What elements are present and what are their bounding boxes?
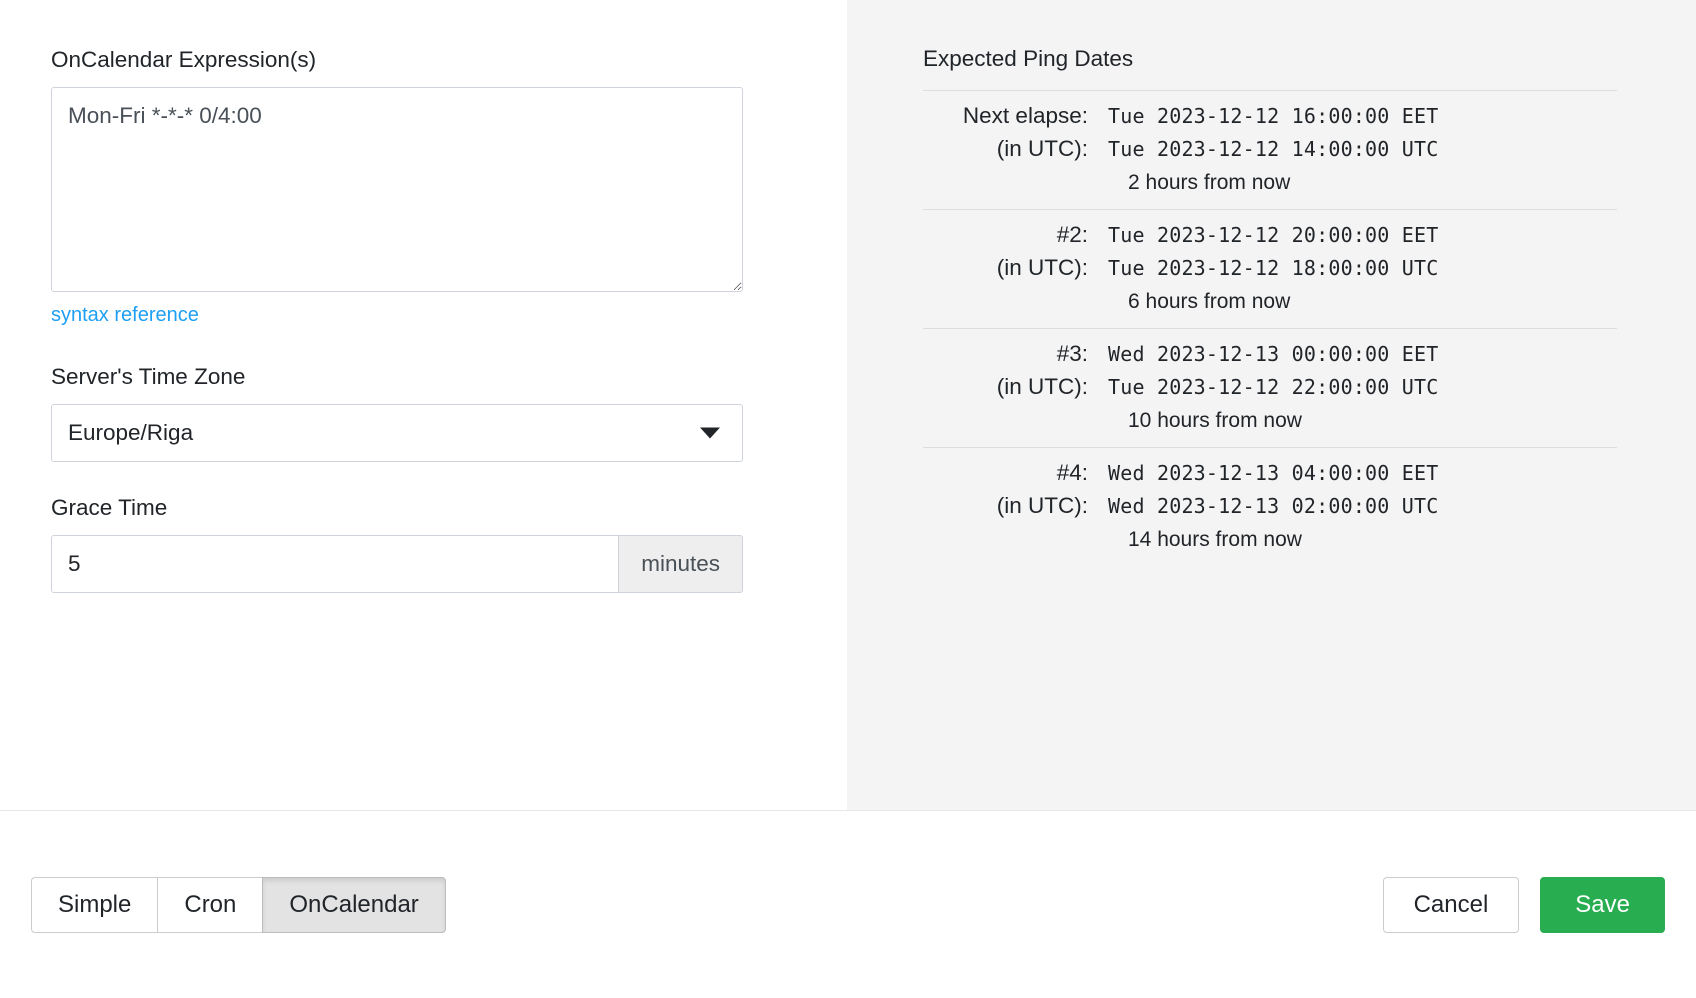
modal-body: OnCalendar Expression(s) syntax referenc… <box>0 0 1696 810</box>
schedule-mode-button-group: Simple Cron OnCalendar <box>31 876 446 933</box>
footer-actions: Cancel Save <box>1382 876 1665 933</box>
ping-local-line: #3: Wed 2023-12-13 00:00:00 EET <box>923 341 1617 367</box>
ping-local-line: #2: Tue 2023-12-12 20:00:00 EET <box>923 222 1617 248</box>
ping-date-row: Next elapse: Tue 2023-12-12 16:00:00 EET… <box>923 90 1617 209</box>
ping-relative-time: 2 hours from now <box>1128 171 1291 194</box>
ping-utc-key: (in UTC): <box>996 255 1088 280</box>
ping-relative-time: 6 hours from now <box>1128 290 1291 313</box>
ping-date-row: #2: Tue 2023-12-12 20:00:00 EET (in UTC)… <box>923 209 1617 328</box>
spacer <box>51 462 795 494</box>
modal-footer: Simple Cron OnCalendar Cancel Save <box>0 810 1696 998</box>
ping-utc-key: (in UTC): <box>996 374 1088 399</box>
cancel-button[interactable]: Cancel <box>1382 876 1520 933</box>
server-timezone-label: Server's Time Zone <box>51 364 246 389</box>
grace-time-input[interactable] <box>51 535 619 593</box>
ping-utc-key: (in UTC): <box>996 493 1088 518</box>
ping-utc-datetime: Tue 2023-12-12 14:00:00 UTC <box>1108 137 1439 161</box>
server-timezone-select[interactable]: Europe/Riga <box>51 404 743 462</box>
ping-relative-time: 14 hours from now <box>1128 528 1302 551</box>
grace-time-unit-addon: minutes <box>618 535 743 593</box>
ping-utc-line: (in UTC): Wed 2023-12-13 02:00:00 UTC <box>923 493 1617 519</box>
ping-utc-key: (in UTC): <box>996 136 1088 161</box>
mode-button-oncalendar[interactable]: OnCalendar <box>262 876 446 933</box>
spacer <box>51 327 795 363</box>
oncalendar-expression-label: OnCalendar Expression(s) <box>51 47 317 72</box>
ping-dates-list: Next elapse: Tue 2023-12-12 16:00:00 EET… <box>923 90 1617 566</box>
save-button[interactable]: Save <box>1540 876 1665 933</box>
ping-row-key: #4: <box>1056 460 1088 485</box>
grace-time-label: Grace Time <box>51 495 168 520</box>
ping-utc-datetime: Tue 2023-12-12 22:00:00 UTC <box>1108 375 1439 399</box>
ping-row-key: #2: <box>1056 222 1088 247</box>
ping-local-datetime: Tue 2023-12-12 16:00:00 EET <box>1108 104 1439 128</box>
ping-utc-line: (in UTC): Tue 2023-12-12 18:00:00 UTC <box>923 255 1617 281</box>
ping-date-row: #4: Wed 2023-12-13 04:00:00 EET (in UTC)… <box>923 447 1617 566</box>
expected-ping-dates-pane: Expected Ping Dates Next elapse: Tue 202… <box>847 0 1696 810</box>
ping-utc-datetime: Tue 2023-12-12 18:00:00 UTC <box>1108 256 1439 280</box>
expected-ping-dates-title: Expected Ping Dates <box>923 46 1134 71</box>
mode-button-simple[interactable]: Simple <box>31 876 158 933</box>
ping-utc-line: (in UTC): Tue 2023-12-12 22:00:00 UTC <box>923 374 1617 400</box>
grace-time-input-group: minutes <box>51 535 743 593</box>
ping-local-datetime: Wed 2023-12-13 04:00:00 EET <box>1108 461 1439 485</box>
ping-row-key: Next elapse: <box>962 103 1088 128</box>
ping-utc-line: (in UTC): Tue 2023-12-12 14:00:00 UTC <box>923 136 1617 162</box>
ping-local-datetime: Wed 2023-12-13 00:00:00 EET <box>1108 342 1439 366</box>
oncalendar-expression-textarea[interactable] <box>51 87 743 292</box>
chevron-down-icon <box>700 427 720 439</box>
ping-relative-time: 10 hours from now <box>1128 409 1302 432</box>
ping-date-row: #3: Wed 2023-12-13 00:00:00 EET (in UTC)… <box>923 328 1617 447</box>
mode-button-cron[interactable]: Cron <box>157 876 263 933</box>
ping-local-line: #4: Wed 2023-12-13 04:00:00 EET <box>923 460 1617 486</box>
ping-utc-datetime: Wed 2023-12-13 02:00:00 UTC <box>1108 494 1439 518</box>
ping-local-line: Next elapse: Tue 2023-12-12 16:00:00 EET <box>923 103 1617 129</box>
syntax-reference-link[interactable]: syntax reference <box>51 304 199 326</box>
schedule-form-pane: OnCalendar Expression(s) syntax referenc… <box>0 0 847 810</box>
ping-local-datetime: Tue 2023-12-12 20:00:00 EET <box>1108 223 1439 247</box>
server-timezone-value: Europe/Riga <box>68 420 194 445</box>
ping-row-key: #3: <box>1056 341 1088 366</box>
